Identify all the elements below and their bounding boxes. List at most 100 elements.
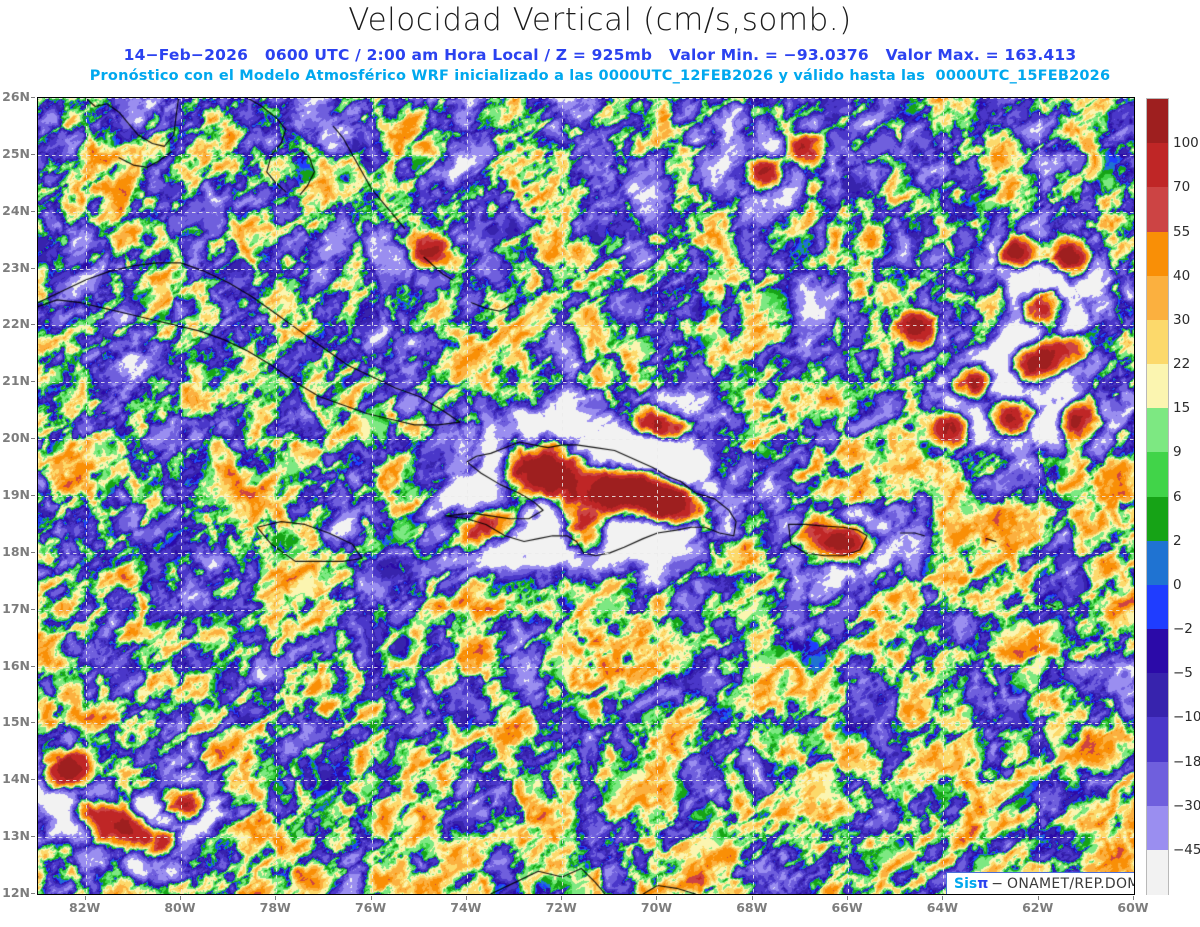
lon-tick-mark: [1133, 896, 1134, 900]
colorbar-band: [1147, 231, 1168, 277]
lon-tick-label: 78W: [259, 900, 291, 915]
lat-tick-label: 19N: [2, 487, 30, 502]
lon-tick-label: 74W: [450, 900, 482, 915]
lat-tick-label: 12N: [2, 885, 30, 900]
colorbar-band: [1147, 761, 1168, 807]
colorbar-tick-label: 9: [1173, 444, 1182, 461]
lon-tick-label: 68W: [736, 900, 768, 915]
lon-tick-mark: [561, 896, 563, 900]
colorbar-tick-label: −30: [1173, 797, 1200, 814]
colorbar-tick-label: 15: [1173, 400, 1191, 417]
colorbar-tick-label: 2: [1173, 532, 1182, 549]
lon-tick-label: 72W: [545, 900, 577, 915]
map-plot-area[interactable]: Sis π − ONAMET/REP.DOM.: [37, 97, 1135, 895]
colorbar-tick-label: 100: [1173, 135, 1199, 152]
watermark-pi-icon: π: [977, 875, 988, 892]
lon-tick-mark: [847, 896, 849, 900]
colorbar-tick-labels: 100 70 55 40 30 22 15 9 6 2 0 −2 −5 −10 −18 −30 −45: [1173, 98, 1200, 895]
lat-tick-label: 24N: [2, 202, 30, 218]
lat-tick-label: 16N: [2, 657, 30, 673]
forecast-meta-line: 14−Feb−2026 0600 UTC / 2:00 am Hora Loca…: [123, 46, 1077, 64]
colorbar-scale[interactable]: [1146, 98, 1169, 895]
lat-tick-label: 17N: [2, 600, 30, 616]
lon-tick-label: 66W: [831, 900, 863, 915]
lat-tick-label: 26N: [2, 89, 30, 104]
lon-tick-mark: [942, 896, 944, 900]
lat-tick-mark: [31, 381, 35, 383]
colorbar-tick-label: 55: [1173, 223, 1191, 240]
lat-tick-mark: [31, 97, 35, 98]
colorbar-band: [1147, 717, 1168, 763]
lon-tick-mark: [84, 896, 86, 900]
lat-tick-label: 20N: [2, 430, 30, 446]
lon-tick-label: 60W: [1117, 900, 1149, 915]
lat-tick-label: 15N: [2, 714, 30, 730]
colorbar-band: [1147, 364, 1168, 409]
colorbar-band: [1147, 452, 1168, 498]
colorbar-tick-label: −5: [1173, 665, 1193, 682]
lat-tick-mark: [31, 893, 35, 894]
colorbar-tick-label: −2: [1173, 621, 1193, 637]
graticule-meridian: [1134, 98, 1135, 894]
lon-tick-label: 80W: [164, 900, 196, 915]
lat-tick-label: 22N: [2, 316, 30, 332]
lat-tick-mark: [31, 722, 35, 724]
lon-tick-mark: [179, 896, 181, 900]
colorbar-band: [1147, 673, 1168, 718]
lon-tick-mark: [370, 896, 372, 900]
latitude-axis: 26N 25N 24N 23N 22N 21N 20N 19N 18N 17N 16N 15N 14N 1…: [0, 89, 37, 900]
longitude-axis: 82W 80W 78W 76W 74W 72W 70W 68W 66W 64W 62W 60W: [37, 896, 1149, 927]
model-description-line: Pronóstico con el Modelo Atmosférico WRF…: [89, 68, 1111, 84]
lat-tick-label: 21N: [2, 373, 30, 389]
lon-tick-mark: [1037, 896, 1039, 900]
colorbar-band: [1147, 540, 1168, 586]
lon-tick-mark: [656, 896, 658, 900]
colorbar-band: [1147, 408, 1168, 453]
lat-tick-mark: [31, 324, 35, 326]
graticule-parallel: [38, 894, 1134, 895]
watermark-badge: Sis π − ONAMET/REP.DOM.: [946, 872, 1135, 894]
lat-tick-label: 25N: [2, 145, 30, 161]
lat-tick-mark: [31, 608, 35, 610]
chart-header: Velocidad Vertical (cm/s,somb.) 14−Feb−2…: [0, 0, 1200, 95]
lon-tick-mark: [465, 896, 467, 900]
colorbar-band: [1147, 584, 1168, 630]
lat-tick-label: 14N: [2, 771, 30, 787]
lon-tick-mark: [275, 896, 277, 900]
colorbar-tick-label: 70: [1173, 179, 1191, 196]
lat-tick-mark: [31, 153, 35, 155]
colorbar-tick-label: 40: [1173, 267, 1191, 284]
lat-tick-mark: [31, 551, 35, 553]
colorbar-band: [1147, 275, 1168, 321]
colorbar-band: [1147, 849, 1168, 895]
colorbar-band: [1147, 319, 1168, 365]
colorbar-band: [1147, 496, 1168, 542]
lat-tick-mark: [31, 836, 35, 838]
vertical-velocity-field: [38, 98, 1134, 894]
colorbar-band: [1147, 187, 1168, 233]
lat-tick-mark: [31, 495, 35, 496]
colorbar-band: [1147, 629, 1168, 674]
lon-tick-label: 82W: [69, 900, 101, 915]
watermark-brand: Sis: [954, 875, 978, 892]
lon-tick-label: 64W: [926, 900, 958, 915]
lat-tick-mark: [31, 779, 35, 781]
colorbar-tick-label: 0: [1173, 576, 1182, 593]
watermark-separator: −: [991, 875, 1004, 892]
colorbar-tick-label: 22: [1173, 356, 1191, 372]
lat-tick-mark: [31, 665, 35, 667]
watermark-organization: ONAMET/REP.DOM.: [1007, 875, 1135, 892]
lat-tick-mark: [31, 267, 35, 269]
colorbar-tick-label: 30: [1173, 311, 1191, 328]
colorbar-tick-label: −10: [1173, 709, 1200, 726]
lat-tick-label: 18N: [2, 543, 30, 559]
lon-tick-label: 76W: [354, 900, 387, 915]
lat-tick-mark: [31, 438, 35, 440]
colorbar-tick-label: −18: [1173, 753, 1200, 770]
lat-tick-label: 23N: [2, 259, 30, 275]
colorbar-band: [1147, 99, 1168, 144]
colorbar-tick-label: 6: [1173, 488, 1182, 505]
lon-tick-mark: [751, 896, 753, 900]
lon-tick-label: 70W: [640, 900, 673, 915]
colorbar-band: [1147, 805, 1168, 851]
